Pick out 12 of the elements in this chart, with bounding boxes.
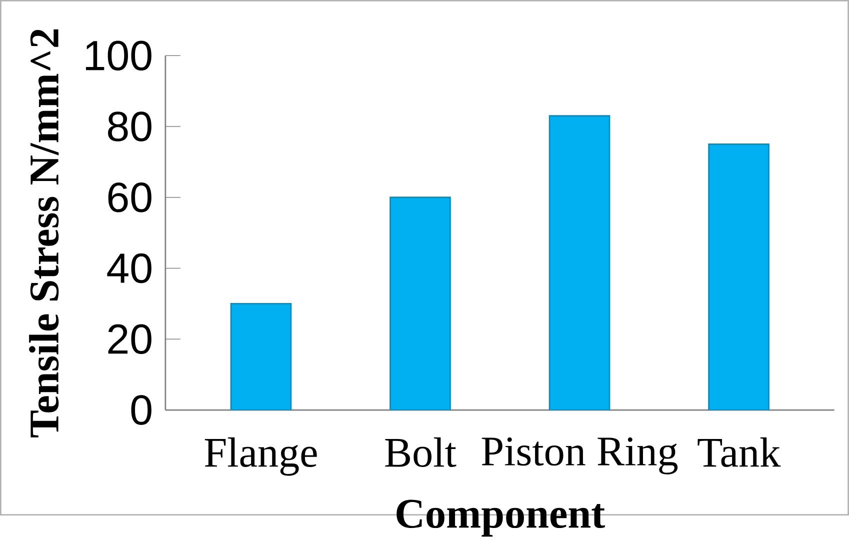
y-tick-label: 40: [107, 253, 152, 283]
x-tick-label: Tank: [698, 437, 781, 467]
x-axis-title: Component: [396, 500, 605, 536]
y-tick-label: 80: [108, 111, 152, 142]
y-tick-label: 0: [131, 394, 152, 425]
y-axis-title: Tensile Stress N/mm^2: [29, 29, 59, 438]
y-tick-label: 60: [108, 182, 152, 212]
y-tick-label: 100: [86, 40, 152, 70]
x-tick-label: Piston Ring: [482, 437, 678, 474]
y-tick-label: 20: [108, 324, 152, 354]
x-tick-label: Flange: [204, 437, 317, 476]
x-tick-label: Bolt: [385, 437, 456, 467]
